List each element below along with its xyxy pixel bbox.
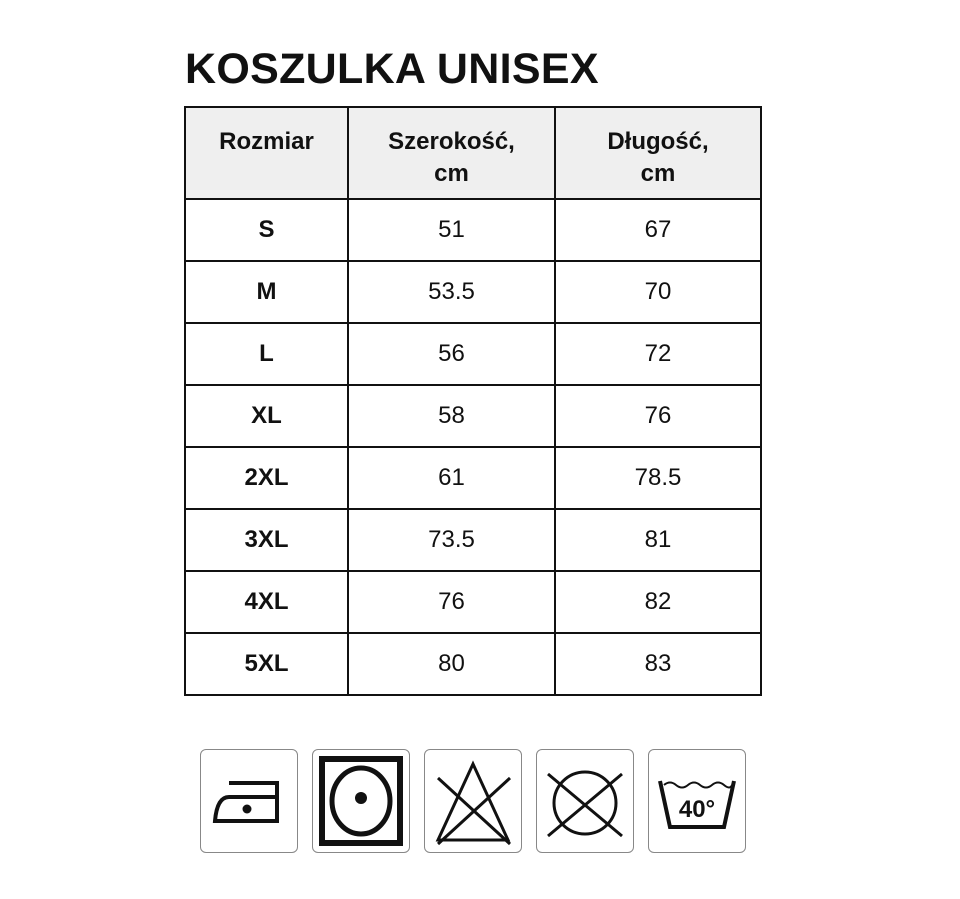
table-row: 2XL 61 78.5: [184, 446, 762, 510]
table-row: 3XL 73.5 81: [184, 508, 762, 572]
table-row: 4XL 76 82: [184, 570, 762, 634]
wash-40-icon: 40°: [648, 749, 746, 853]
tumble-dry-icon: [312, 749, 410, 853]
cell-size: S: [184, 198, 349, 262]
cell-size: 3XL: [184, 508, 349, 572]
cell-width: 51: [347, 198, 556, 262]
cell-size: XL: [184, 384, 349, 448]
do-not-bleach-icon: [424, 749, 522, 853]
cell-length: 67: [554, 198, 762, 262]
cell-length: 70: [554, 260, 762, 324]
cell-size: 4XL: [184, 570, 349, 634]
header-length: Długość, cm: [554, 106, 762, 200]
cell-length: 78.5: [554, 446, 762, 510]
header-width-label: Szerokość,: [388, 128, 515, 155]
table-row: XL 58 76: [184, 384, 762, 448]
do-not-dry-clean-icon: [536, 749, 634, 853]
table-row: L 56 72: [184, 322, 762, 386]
header-length-label: Długość,: [607, 128, 709, 155]
cell-size: 5XL: [184, 632, 349, 696]
table-row: M 53.5 70: [184, 260, 762, 324]
table-row: S 51 67: [184, 198, 762, 262]
header-width: Szerokość, cm: [347, 106, 556, 200]
cell-width: 53.5: [347, 260, 556, 324]
table-row: 5XL 80 83: [184, 632, 762, 696]
cell-size: M: [184, 260, 349, 324]
cell-width: 56: [347, 322, 556, 386]
cell-width: 58: [347, 384, 556, 448]
cell-length: 81: [554, 508, 762, 572]
iron-low-heat-icon: [200, 749, 298, 853]
cell-size: 2XL: [184, 446, 349, 510]
cell-size: L: [184, 322, 349, 386]
wash-temperature-label: 40°: [679, 796, 715, 823]
header-width-unit: cm: [434, 160, 469, 187]
header-size-label: Rozmiar: [219, 128, 314, 155]
cell-width: 76: [347, 570, 556, 634]
cell-width: 73.5: [347, 508, 556, 572]
care-icons: 40°: [200, 749, 746, 853]
header-length-unit: cm: [640, 160, 676, 187]
cell-length: 72: [554, 322, 762, 386]
header-row: Rozmiar Szerokość, cm Długość, cm: [184, 106, 762, 200]
cell-length: 83: [554, 632, 762, 696]
cell-length: 76: [554, 384, 762, 448]
cell-length: 82: [554, 570, 762, 634]
cell-width: 80: [347, 632, 556, 696]
page-title: KOSZULKA UNISEX: [185, 45, 599, 93]
header-size: Rozmiar: [184, 106, 349, 200]
cell-width: 61: [347, 446, 556, 510]
size-table: Rozmiar Szerokość, cm Długość, cm S 51 67 M 53…: [184, 106, 762, 696]
